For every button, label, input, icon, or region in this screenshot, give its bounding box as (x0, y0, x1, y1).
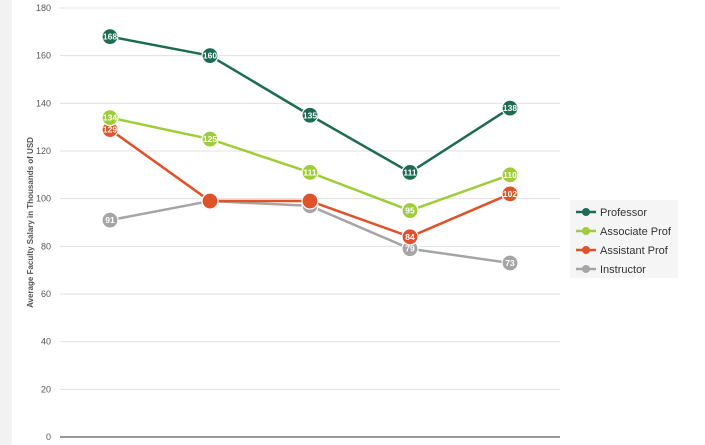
data-point-professor (501, 99, 519, 117)
data-label-instructor: 91 (105, 215, 115, 225)
left-edge-strip (0, 0, 12, 445)
legend-label-associate-prof: Associate Prof (600, 226, 672, 238)
y-tick-label: 120 (36, 146, 51, 156)
data-point-professor (301, 106, 319, 124)
data-point-associate-prof (401, 201, 419, 220)
legend-marker-associate-prof (582, 227, 590, 235)
data-point-assistant-prof (501, 185, 519, 203)
data-label-assistant-prof: 84 (405, 232, 415, 242)
data-label-professor: 160 (203, 51, 217, 61)
data-label-instructor: 79 (405, 244, 415, 254)
data-label-associate-prof: 125 (203, 134, 217, 144)
y-tick-label: 60 (41, 289, 51, 299)
legend-marker-assistant-prof (582, 246, 590, 254)
y-tick-label: 0 (46, 432, 51, 442)
data-point-instructor (101, 211, 119, 229)
data-label-associate-prof: 110 (503, 170, 517, 180)
data-label-professor: 138 (503, 103, 517, 113)
data-point-instructor (501, 254, 519, 272)
series-line-professor (109, 35, 511, 174)
series: 9199797312984102134125111951101681601351… (101, 27, 519, 272)
data-label-professor: 111 (403, 167, 417, 177)
data-label-associate-prof: 134 (103, 113, 117, 123)
data-label-assistant-prof: 102 (503, 189, 517, 199)
data-point-assistant-prof (201, 192, 219, 210)
data-label-professor: 168 (103, 32, 117, 42)
data-point-professor (201, 47, 219, 65)
data-point-associate-prof (201, 130, 219, 148)
data-point-associate-prof (101, 109, 119, 127)
data-point-associate-prof (501, 166, 519, 184)
y-axis-title: Average Faculty Salary in Thousands of U… (26, 137, 35, 308)
data-point-assistant-prof (301, 192, 319, 210)
legend-label-professor: Professor (600, 207, 647, 219)
y-tick-label: 20 (41, 384, 51, 394)
data-point-associate-prof (301, 163, 319, 182)
data-label-assistant-prof: 129 (103, 125, 117, 135)
y-tick-label: 160 (36, 51, 51, 61)
y-tick-label: 100 (36, 194, 51, 204)
y-tick-label: 80 (41, 241, 51, 251)
y-tick-label: 180 (36, 3, 51, 13)
data-label-associate-prof: 111 (303, 167, 317, 177)
data-point-professor (101, 27, 119, 46)
legend-label-assistant-prof: Assistant Prof (600, 245, 669, 257)
gridlines (60, 7, 560, 438)
data-label-associate-prof: 95 (405, 206, 415, 216)
data-point-assistant-prof (401, 228, 419, 246)
data-label-professor: 135 (303, 110, 317, 120)
legend-label-instructor: Instructor (600, 264, 646, 276)
legend-marker-instructor (582, 265, 590, 273)
y-tick-labels: 0 20 40 60 80 100 120 140 160 180 (36, 3, 51, 442)
y-tick-label: 140 (36, 98, 51, 108)
y-tick-label: 40 (41, 337, 51, 347)
legend-marker-professor (582, 208, 590, 216)
legend: Professor Associate Prof Assistant Prof Ins… (570, 200, 678, 278)
data-label-instructor: 73 (505, 258, 515, 268)
data-point-professor (401, 163, 419, 182)
